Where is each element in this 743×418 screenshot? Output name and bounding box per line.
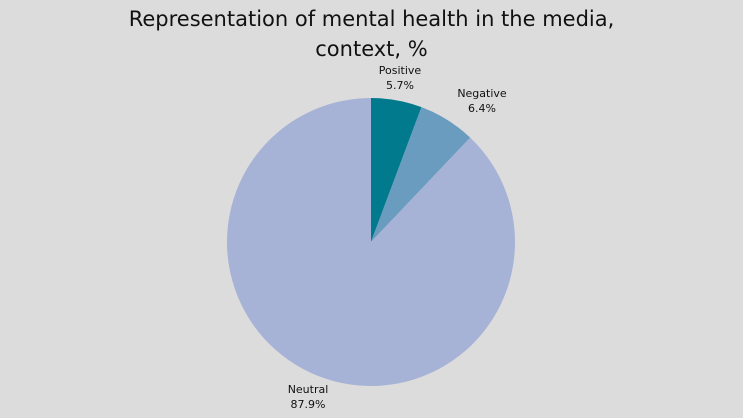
slice-value-neutral: 87.9% bbox=[291, 398, 326, 411]
chart-title-line-2: context, % bbox=[315, 37, 428, 61]
pie-slice-negative bbox=[371, 107, 471, 243]
pie-slice-neutral bbox=[226, 98, 515, 386]
pie-slices bbox=[226, 98, 515, 386]
chart-title: Representation of mental health in the m… bbox=[0, 4, 743, 64]
slice-label-negative: Negative bbox=[457, 87, 507, 100]
pie-labels: Positive 5.7% Negative 6.4% Neutral 87.9% bbox=[288, 64, 507, 411]
slice-label-neutral: Neutral bbox=[288, 383, 329, 396]
slice-value-positive: 5.7% bbox=[386, 79, 414, 92]
pie-slice-positive bbox=[371, 98, 422, 242]
slice-label-positive: Positive bbox=[379, 64, 422, 77]
slice-value-negative: 6.4% bbox=[468, 102, 496, 115]
chart-title-line-1: Representation of mental health in the m… bbox=[128, 7, 615, 31]
